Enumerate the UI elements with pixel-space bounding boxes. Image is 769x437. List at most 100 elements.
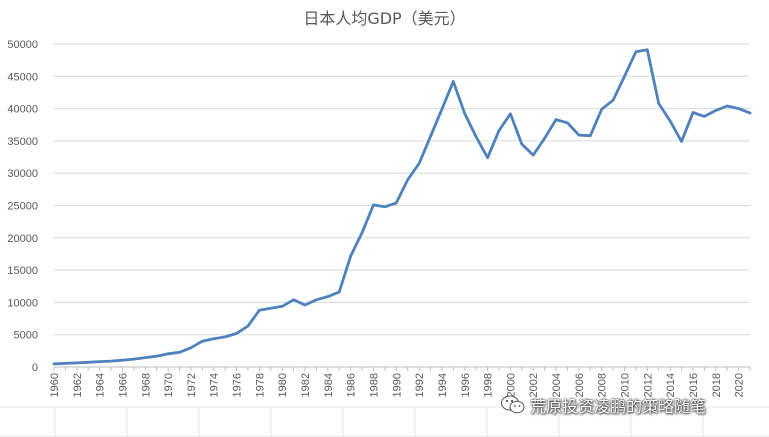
x-tick-label-2008: 2008	[597, 373, 609, 397]
data-point-2007	[589, 134, 592, 137]
watermark-text: 荒原投资凌鹏的策略随笔	[530, 397, 707, 416]
data-point-2010	[623, 75, 626, 78]
x-tick-label-1972: 1972	[186, 373, 198, 397]
y-tick-label-45000: 45000	[7, 71, 38, 83]
x-tick-label-2020: 2020	[734, 373, 746, 397]
data-point-2012	[646, 48, 649, 52]
data-point-2021	[748, 111, 752, 115]
x-tick-label-1998: 1998	[483, 373, 495, 397]
data-point-1983	[315, 298, 318, 302]
data-point-1989	[383, 205, 387, 208]
data-point-1972	[189, 346, 193, 350]
data-point-1984	[326, 295, 330, 298]
data-point-1976	[235, 332, 238, 335]
data-point-2002	[532, 153, 535, 157]
data-point-2019	[725, 104, 729, 108]
data-point-1994	[440, 108, 444, 111]
data-point-2014	[668, 119, 672, 123]
data-point-1961	[64, 362, 67, 365]
x-tick-label-2018: 2018	[711, 373, 723, 397]
watermark: 荒原投资凌鹏的策略随笔	[500, 393, 706, 417]
x-tick-label-1976: 1976	[232, 373, 244, 397]
y-tick-label-50000: 50000	[7, 39, 38, 51]
data-point-1967	[132, 357, 136, 361]
data-point-1962	[75, 361, 79, 365]
y-tick-label-35000: 35000	[7, 136, 38, 148]
data-point-2016	[691, 111, 695, 114]
data-point-1993	[429, 135, 432, 138]
series-line-0	[52, 48, 752, 366]
data-point-1981	[292, 298, 295, 302]
bottom-grid	[0, 406, 769, 437]
x-tick-label-2006: 2006	[574, 373, 586, 397]
data-point-2017	[703, 115, 706, 118]
data-point-1969	[155, 355, 158, 358]
x-tick-label-2004: 2004	[551, 373, 563, 397]
x-tick-label-1986: 1986	[346, 373, 358, 397]
data-point-1974	[212, 337, 215, 341]
x-tick-label-1990: 1990	[391, 373, 403, 397]
y-tick-label-10000: 10000	[7, 297, 38, 309]
y-tick-label-15000: 15000	[7, 265, 38, 277]
data-point-1988	[372, 203, 375, 207]
data-point-2000	[509, 112, 512, 115]
data-point-1999	[497, 129, 501, 132]
data-point-1979	[269, 307, 272, 310]
x-tick-label-1996: 1996	[460, 373, 472, 397]
data-point-1960	[52, 362, 56, 366]
x-tick-label-1980: 1980	[277, 373, 289, 397]
x-tick-label-1966: 1966	[117, 373, 129, 397]
x-tick-label-1960: 1960	[49, 373, 61, 397]
y-tick-label-30000: 30000	[7, 168, 38, 180]
x-tick-label-1988: 1988	[368, 373, 380, 397]
data-point-1966	[121, 358, 124, 362]
series-layer	[52, 48, 752, 366]
x-tick-label-2010: 2010	[619, 373, 631, 397]
data-point-1985	[338, 290, 341, 294]
x-tick-label-1982: 1982	[300, 373, 312, 397]
y-tick-label-0: 0	[32, 362, 38, 374]
data-point-2011	[634, 50, 638, 53]
x-tick-label-1992: 1992	[414, 373, 426, 397]
data-point-1991	[406, 178, 409, 181]
x-tick-label-2016: 2016	[688, 373, 700, 397]
y-tick-label-40000: 40000	[7, 104, 38, 116]
data-point-1975	[223, 335, 227, 339]
x-tick-label-1974: 1974	[209, 373, 221, 397]
data-point-2009	[611, 99, 615, 102]
data-point-1995	[452, 80, 455, 83]
data-point-2015	[680, 140, 683, 143]
y-tick-label-25000: 25000	[7, 201, 38, 213]
data-point-2020	[737, 107, 740, 110]
y-tick-label-5000: 5000	[14, 330, 38, 342]
data-point-1997	[474, 135, 478, 139]
x-axis: 1960 1962 1964 1966 1968 1970 1972 1974 1976 1978…	[49, 367, 751, 397]
x-tick-label-2012: 2012	[642, 373, 654, 397]
data-point-1982	[303, 303, 307, 307]
x-tick-label-1970: 1970	[163, 373, 175, 397]
x-tick-label-1964: 1964	[95, 373, 107, 397]
wechat-icon	[501, 395, 525, 414]
data-point-1986	[349, 254, 352, 258]
x-tick-label-2002: 2002	[528, 373, 540, 397]
gridlines	[54, 43, 750, 368]
x-tick-label-1968: 1968	[140, 373, 152, 397]
data-point-1964	[98, 360, 101, 363]
data-point-1963	[87, 361, 90, 364]
y-tick-label-20000: 20000	[7, 233, 38, 245]
data-point-2005	[566, 121, 569, 125]
data-point-2001	[520, 142, 524, 146]
data-point-1987	[360, 231, 364, 234]
data-point-2006	[577, 133, 581, 137]
x-tick-label-1962: 1962	[72, 373, 84, 397]
data-point-1990	[395, 201, 398, 205]
data-point-2003	[543, 137, 546, 140]
data-point-2013	[657, 102, 660, 105]
data-point-2008	[600, 108, 603, 111]
x-tick-label-2000: 2000	[505, 373, 517, 397]
data-point-1998	[486, 156, 489, 159]
data-point-1980	[280, 305, 284, 308]
data-point-2018	[714, 109, 717, 112]
